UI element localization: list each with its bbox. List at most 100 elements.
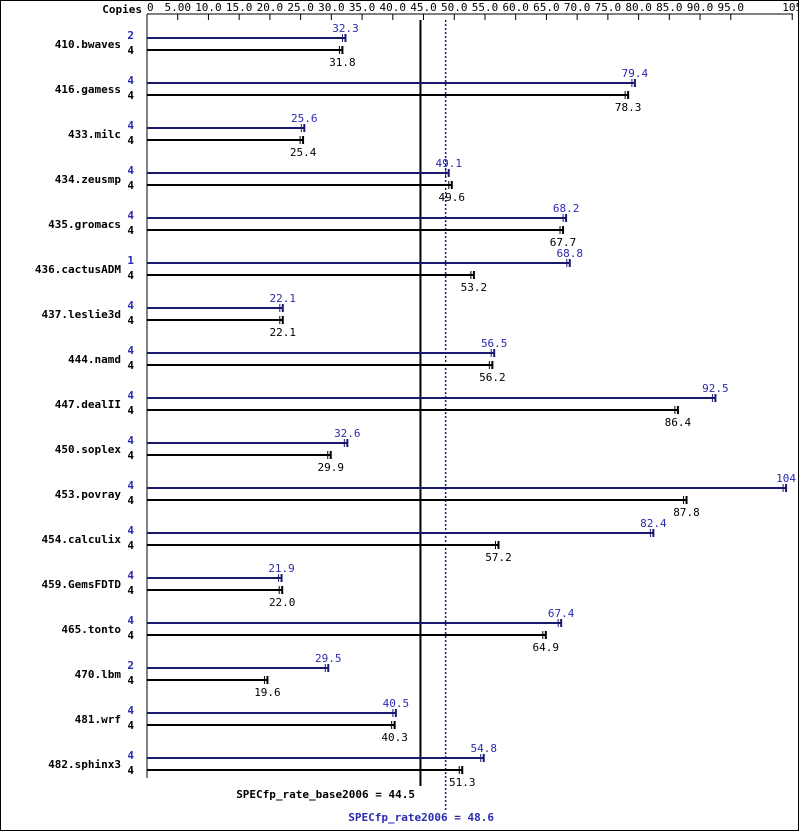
benchmark-name: 444.namd [68, 353, 121, 366]
base-value-label: 64.9 [533, 641, 560, 654]
peak-value-label: 49.1 [435, 157, 462, 170]
peak-value-label: 79.4 [622, 67, 649, 80]
x-tick-label: 105 [782, 1, 799, 14]
benchmark-name: 481.wrf [75, 713, 121, 726]
peak-value-label: 32.3 [332, 22, 359, 35]
base-value-label: 40.3 [381, 731, 408, 744]
benchmark-name: 410.bwaves [55, 38, 121, 51]
x-tick-label: 40.0 [380, 1, 407, 14]
x-tick-label: 70.0 [564, 1, 591, 14]
peak-copies: 4 [127, 389, 134, 402]
peak-value-label: 32.6 [334, 427, 361, 440]
x-tick-label: 75.0 [595, 1, 622, 14]
benchmark-name: 482.sphinx3 [48, 758, 121, 771]
base-value-label: 53.2 [461, 281, 488, 294]
benchmark-row: 410.bwaves 2 4 32.3 31.8 [55, 22, 359, 69]
benchmark-name: 433.milc [68, 128, 121, 141]
peak-copies: 4 [127, 569, 134, 582]
base-copies: 4 [127, 584, 134, 597]
base-copies: 4 [127, 134, 134, 147]
benchmark-row: 436.cactusADM 1 4 68.8 53.2 [35, 247, 583, 294]
peak-copies: 4 [127, 614, 134, 627]
benchmark-row: 465.tonto 4 4 67.4 64.9 [61, 607, 574, 654]
x-tick-label: 20.0 [257, 1, 284, 14]
base-copies: 4 [127, 719, 134, 732]
base-value-label: 87.8 [673, 506, 700, 519]
peak-value-label: 68.2 [553, 202, 580, 215]
peak-copies: 4 [127, 209, 134, 222]
peak-copies: 4 [127, 74, 134, 87]
benchmark-name: 470.lbm [75, 668, 122, 681]
x-tick-label: 25.0 [287, 1, 314, 14]
base-value-label: 67.7 [550, 236, 577, 249]
peak-summary-label: SPECfp_rate2006 = 48.6 [348, 811, 494, 824]
x-tick-label: 10.0 [195, 1, 222, 14]
peak-copies: 4 [127, 434, 134, 447]
benchmark-row: 416.gamess 4 4 79.4 78.3 [55, 67, 649, 114]
benchmark-name: 437.leslie3d [42, 308, 121, 321]
base-copies: 4 [127, 764, 134, 777]
x-tick-label: 5.00 [164, 1, 191, 14]
peak-value-label: 40.5 [383, 697, 410, 710]
peak-copies: 1 [127, 254, 134, 267]
peak-value-label: 25.6 [291, 112, 318, 125]
peak-copies: 4 [127, 524, 134, 537]
x-tick-label: 90.0 [687, 1, 714, 14]
base-copies: 4 [127, 449, 134, 462]
base-copies: 4 [127, 179, 134, 192]
peak-value-label: 67.4 [548, 607, 575, 620]
base-value-label: 86.4 [665, 416, 692, 429]
x-tick-label: 95.0 [718, 1, 745, 14]
benchmark-rows: 410.bwaves 2 4 32.3 31.8 416.gamess 4 4 79.4 78.3… [35, 22, 796, 789]
peak-value-label: 29.5 [315, 652, 342, 665]
base-copies: 4 [127, 44, 134, 57]
benchmark-name: 465.tonto [61, 623, 121, 636]
benchmark-name: 453.povray [55, 488, 122, 501]
benchmark-row: 444.namd 4 4 56.5 56.2 [68, 337, 507, 384]
base-value-label: 25.4 [290, 146, 317, 159]
peak-copies: 4 [127, 749, 134, 762]
benchmark-row: 459.GemsFDTD 4 4 21.9 22.0 [42, 562, 296, 609]
base-summary-label: SPECfp_rate_base2006 = 44.5 [236, 788, 415, 801]
peak-value-label: 104 [776, 472, 796, 485]
benchmark-name: 459.GemsFDTD [42, 578, 122, 591]
x-tick-label: 15.0 [226, 1, 253, 14]
base-value-label: 31.8 [329, 56, 356, 69]
x-tick-label: 50.0 [441, 1, 468, 14]
benchmark-name: 436.cactusADM [35, 263, 121, 276]
benchmark-name: 447.dealII [55, 398, 121, 411]
peak-value-label: 22.1 [270, 292, 297, 305]
x-tick-label: 45.0 [410, 1, 437, 14]
benchmark-row: 437.leslie3d 4 4 22.1 22.1 [42, 292, 297, 339]
peak-copies: 4 [127, 164, 134, 177]
base-copies: 4 [127, 404, 134, 417]
peak-value-label: 82.4 [640, 517, 667, 530]
x-axis: 0 5.00 10.0 15.0 20.0 25.0 30.0 35.0 40.0 45.0 50.… [146, 1, 799, 778]
base-copies: 4 [127, 539, 134, 552]
base-copies: 4 [127, 89, 134, 102]
peak-value-label: 92.5 [702, 382, 729, 395]
peak-copies: 2 [127, 659, 134, 672]
peak-copies: 4 [127, 299, 134, 312]
base-copies: 4 [127, 359, 134, 372]
base-value-label: 78.3 [615, 101, 642, 114]
base-value-label: 29.9 [317, 461, 344, 474]
base-value-label: 22.0 [269, 596, 296, 609]
benchmark-row: 453.povray 4 4 104 87.8 [55, 472, 797, 519]
base-copies: 4 [127, 674, 134, 687]
base-copies: 4 [127, 269, 134, 282]
base-value-label: 49.6 [439, 191, 466, 204]
peak-copies: 4 [127, 344, 134, 357]
x-tick-label: 35.0 [349, 1, 376, 14]
base-value-label: 51.3 [449, 776, 476, 789]
benchmark-row: 447.dealII 4 4 92.5 86.4 [55, 382, 729, 429]
peak-copies: 4 [127, 479, 134, 492]
reference-lines [419, 20, 447, 810]
benchmark-row: 433.milc 4 4 25.6 25.4 [68, 112, 318, 159]
x-tick-label: 0 [147, 1, 154, 14]
x-tick-label: 85.0 [656, 1, 683, 14]
base-value-label: 19.6 [254, 686, 281, 699]
peak-copies: 4 [127, 119, 134, 132]
base-copies: 4 [127, 629, 134, 642]
